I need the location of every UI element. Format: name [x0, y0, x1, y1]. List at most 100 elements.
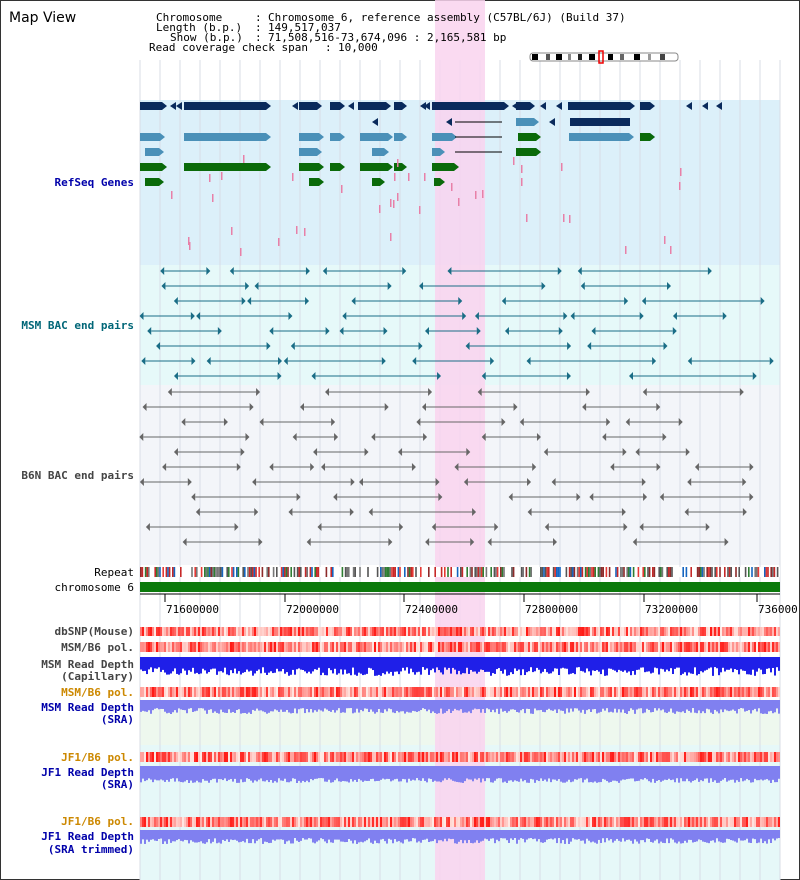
b6n-bac-label[interactable]: B6N BAC end pairs — [21, 469, 134, 482]
msm-b6-pol-heat-2 — [230, 687, 232, 697]
refseq-gene-arrow — [402, 133, 407, 141]
jf1-depth-trimmed — [184, 830, 186, 840]
jf1-depth-sra — [312, 766, 314, 781]
dbsnp-heat — [464, 627, 466, 636]
jf1-b6-pol-heat — [708, 752, 710, 762]
jf1-b6-pol-heat-2 — [420, 817, 422, 827]
dbsnp-heat — [370, 627, 372, 636]
msm-b6-pol-heat — [508, 642, 510, 652]
jf1-b6-pol-heat — [264, 752, 266, 762]
jf1-depth-trimmed — [562, 830, 564, 841]
msm-bac-pair-end — [769, 357, 774, 365]
msm-b6-pol-heat-2 — [716, 687, 718, 697]
msm-depth-capillary — [742, 657, 744, 671]
jf1-depth-trimmed — [424, 830, 426, 840]
refseq-gene-arrow — [348, 102, 354, 110]
dbsnp-heat — [720, 627, 722, 636]
jf1-b6-pol-heat — [564, 752, 566, 762]
msm-b6-pol-heat-2 — [366, 687, 368, 697]
msm-depth-capillary — [238, 657, 240, 672]
msm-b6-pol-label-1[interactable]: MSM/B6 pol. — [61, 641, 134, 654]
jf1-b6-pol-heat-2 — [222, 817, 224, 827]
jf1-b6-pol-heat — [572, 752, 574, 762]
jf1-b6-pol-heat-2 — [282, 817, 284, 827]
repeat-element — [168, 567, 171, 577]
msm-b6-pol-heat — [726, 642, 728, 652]
dbsnp-heat — [436, 627, 438, 636]
dbsnp-heat — [542, 627, 544, 636]
jf1-b6-pol-heat — [486, 752, 488, 762]
msm-b6-pol-heat — [458, 642, 460, 652]
dbsnp-heat — [246, 627, 248, 636]
msm-b6-pol-heat-2 — [494, 687, 496, 697]
repeat-element — [591, 567, 593, 577]
refseq-ncrna — [231, 227, 233, 235]
jf1-read-depth-trim-label[interactable]: JF1 Read Depth — [41, 830, 134, 843]
repeat-element — [668, 567, 670, 577]
jf1-b6-pol-label-2[interactable]: JF1/B6 pol. — [61, 815, 134, 828]
msm-b6-pol-heat — [534, 642, 536, 652]
msm-bac-pair-end — [557, 267, 562, 275]
msm-bac-pair-end — [383, 327, 388, 335]
repeat-element — [276, 567, 278, 577]
jf1-depth-trimmed — [466, 830, 468, 844]
b6n-bac-pair-end — [705, 523, 710, 531]
jf1-b6-pol-heat — [346, 752, 348, 762]
msm-b6-pol-heat — [616, 642, 618, 652]
dbsnp-heat — [718, 627, 720, 636]
jf1-b6-pol-heat — [298, 752, 300, 762]
refseq-genes-label[interactable]: RefSeq Genes — [54, 176, 134, 189]
b6n-bac-pair-end — [519, 418, 524, 426]
jf1-depth-trimmed — [634, 830, 636, 840]
jf1-b6-pol-heat — [726, 752, 728, 762]
dbsnp-heat — [326, 627, 328, 636]
refseq-ncrna — [424, 173, 426, 181]
msm-b6-pol-heat-2 — [774, 687, 776, 697]
dbsnp-label[interactable]: dbSNP(Mouse) — [54, 625, 134, 638]
msm-read-depth-sra-label[interactable]: MSM Read Depth — [41, 701, 134, 714]
msm-bac-label[interactable]: MSM BAC end pairs — [21, 319, 134, 332]
jf1-b6-pol-heat — [372, 752, 374, 762]
jf1-b6-pol-heat-2 — [618, 817, 620, 827]
msm-depth-capillary — [338, 657, 340, 674]
dbsnp-heat — [712, 627, 714, 636]
msm-b6-pol-label-2[interactable]: MSM/B6 pol. — [61, 686, 134, 699]
jf1-b6-pol-heat — [148, 752, 150, 762]
msm-b6-pol-heat-2 — [278, 687, 280, 697]
refseq-gene — [372, 148, 384, 156]
jf1-b6-pol-heat-2 — [774, 817, 776, 827]
jf1-b6-pol-heat-2 — [386, 817, 388, 827]
jf1-b6-pol-heat — [278, 752, 280, 762]
refseq-gene-arrow — [384, 148, 389, 156]
jf1-b6-pol-heat — [756, 752, 758, 762]
jf1-b6-pol-heat — [700, 752, 702, 762]
msm-depth-capillary — [316, 657, 318, 670]
msm-b6-pol-heat-2 — [444, 687, 446, 697]
b6n-bac-pair-end — [333, 493, 338, 501]
msm-depth-capillary — [328, 657, 330, 669]
jf1-read-depth-sra-label[interactable]: JF1 Read Depth — [41, 766, 134, 779]
jf1-depth-trimmed — [608, 830, 610, 841]
msm-depth-capillary — [434, 657, 436, 673]
jf1-b6-pol-heat — [678, 752, 680, 762]
refseq-gene — [184, 133, 266, 141]
dbsnp-heat — [690, 627, 692, 636]
dbsnp-heat — [724, 627, 726, 636]
jf1-b6-pol-label-1[interactable]: JF1/B6 pol. — [61, 751, 134, 764]
msm-depth-capillary — [452, 657, 454, 668]
msm-depth-sra — [650, 700, 652, 713]
b6n-bac-pair-end — [256, 388, 261, 396]
repeat-element — [738, 567, 740, 577]
jf1-b6-pol-heat — [634, 752, 636, 762]
msm-read-depth-cap-label[interactable]: MSM Read Depth — [41, 658, 134, 671]
msm-b6-pol-heat-2 — [640, 687, 642, 697]
msm-depth-capillary — [628, 657, 630, 672]
msm-depth-capillary — [264, 657, 266, 673]
repeat-element — [701, 567, 704, 577]
jf1-depth-sra — [374, 766, 376, 782]
jf1-b6-pol-heat — [294, 752, 296, 762]
jf1-b6-pol-heat-2 — [556, 817, 558, 827]
jf1-b6-pol-heat — [448, 752, 450, 762]
msm-b6-pol-heat-2 — [490, 687, 492, 697]
msm-depth-capillary — [200, 657, 202, 674]
